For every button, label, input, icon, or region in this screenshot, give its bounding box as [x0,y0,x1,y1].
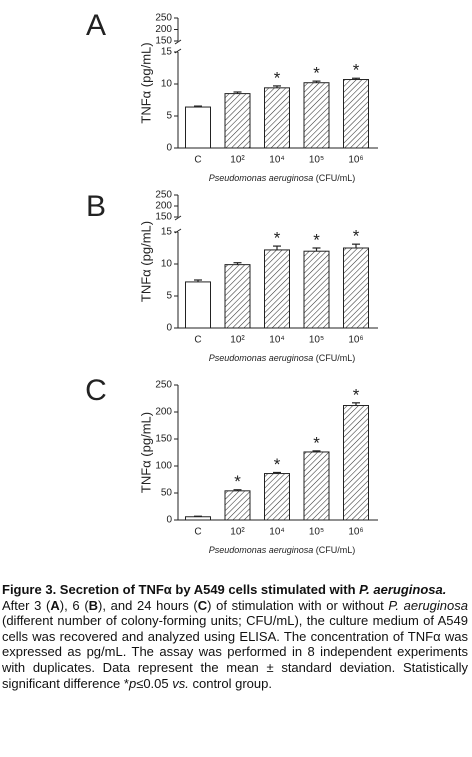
x-tick-label: 10⁴ [269,527,284,538]
caption-run: Figure 3. Secretion of TNFα by A549 cell… [2,582,360,597]
bar [343,79,369,149]
bar [343,405,369,521]
y-tick-label: 100 [155,461,172,472]
caption-run: ), and 24 hours ( [98,597,198,613]
bar [224,264,251,329]
bar [264,87,290,149]
bar [224,490,251,521]
significance-marker: * [353,227,360,246]
caption-run: A [50,597,60,613]
significance-marker: * [274,68,281,87]
bar [185,516,211,521]
significance-marker: * [313,433,320,452]
caption-body: After 3 (A), 6 (B), and 24 hours (C) of … [2,598,468,692]
bar [264,249,290,329]
axis-break [174,228,182,234]
y-tick-label: 250 [155,380,172,391]
y-tick-label: 200 [155,201,172,212]
y-tick-label: 0 [166,515,172,526]
y-tick-label: 150 [155,36,172,47]
x-axis-label-part: Pseudomonas aeruginosa [209,353,314,363]
panel-label: A [86,9,106,42]
y-tick-label: 15 [161,47,173,58]
significance-marker: * [274,229,281,248]
x-axis-label-part: (CFU/mL) [316,353,356,363]
significance-marker: * [353,61,360,80]
y-tick-label: 200 [155,24,172,35]
caption-run: p [128,675,137,691]
x-axis-label: Pseudomonas aeruginosa (CFU/mL) [209,353,356,363]
significance-marker: * [234,472,241,491]
x-tick-label: 10⁴ [269,155,284,166]
y-tick-label: 0 [166,323,172,334]
x-tick-label: 10⁶ [348,155,363,166]
x-axis-label: Pseudomonas aeruginosa (CFU/mL) [209,545,356,555]
panel-label: C [85,374,107,407]
x-axis-label-part: Pseudomonas aeruginosa [209,173,314,183]
y-axis-label: TNFα (pg/mL) [138,42,153,123]
bar [303,82,330,149]
y-tick-label: 150 [155,212,172,223]
x-tick-label: 10⁴ [269,335,284,346]
caption: Figure 3. Secretion of TNFα by A549 cell… [2,582,468,691]
x-tick-label: 10⁵ [309,155,324,166]
caption-run: After 3 ( [2,597,51,613]
x-tick-label: C [194,527,201,538]
x-tick-label: C [194,335,201,346]
x-tick-label: 10⁵ [309,335,324,346]
x-tick-label: 10² [230,335,245,346]
caption-run: vs. [172,675,189,691]
x-axis-label-part: (CFU/mL) [316,545,356,555]
y-tick-label: 0 [166,143,172,154]
bar [224,93,251,149]
x-tick-label: C [194,155,201,166]
axis-break [174,39,182,45]
x-axis-label: Pseudomonas aeruginosa (CFU/mL) [209,173,356,183]
x-axis-label-part: (CFU/mL) [316,173,356,183]
x-tick-label: 10⁵ [309,527,324,538]
x-tick-label: 10⁶ [348,335,363,346]
x-tick-label: 10⁶ [348,527,363,538]
bar [303,250,330,329]
axis-break [174,215,182,221]
x-tick-label: 10² [230,527,245,538]
bar [264,473,290,521]
bar [185,281,211,329]
axis-break [174,48,182,54]
y-tick-label: 200 [155,407,172,418]
caption-run: ≤0.05 [136,675,173,691]
panel-label: B [86,190,106,223]
y-tick-label: 250 [155,13,172,24]
y-tick-label: 5 [166,291,172,302]
y-tick-label: 10 [161,79,173,90]
y-tick-label: 10 [161,259,173,270]
caption-run: P. aeruginosa. [359,582,447,597]
y-axis-label: TNFα (pg/mL) [138,221,153,302]
significance-marker: * [274,455,281,474]
significance-marker: * [353,385,360,404]
y-tick-label: 5 [166,111,172,122]
bar [185,106,211,149]
bar [303,451,330,521]
caption-run: C [197,597,208,613]
bar [343,247,369,329]
y-tick-label: 250 [155,190,172,201]
caption-run: ) of stimulation with or without [207,597,389,613]
y-tick-label: 150 [155,434,172,445]
x-axis-label-part: Pseudomonas aeruginosa [209,545,314,555]
caption-run: control group. [188,675,272,691]
caption-run: P. aeruginosa [388,597,468,613]
caption-run: (different number of colony-forming unit… [2,613,468,691]
caption-run: B [88,597,99,613]
significance-marker: * [313,230,320,249]
caption-run: ), 6 ( [59,597,89,613]
significance-marker: * [313,64,320,83]
x-tick-label: 10² [230,155,245,166]
y-tick-label: 15 [161,227,173,238]
caption-title: Figure 3. Secretion of TNFα by A549 cell… [2,582,468,598]
y-tick-label: 50 [161,488,173,499]
y-axis-label: TNFα (pg/mL) [138,412,153,493]
